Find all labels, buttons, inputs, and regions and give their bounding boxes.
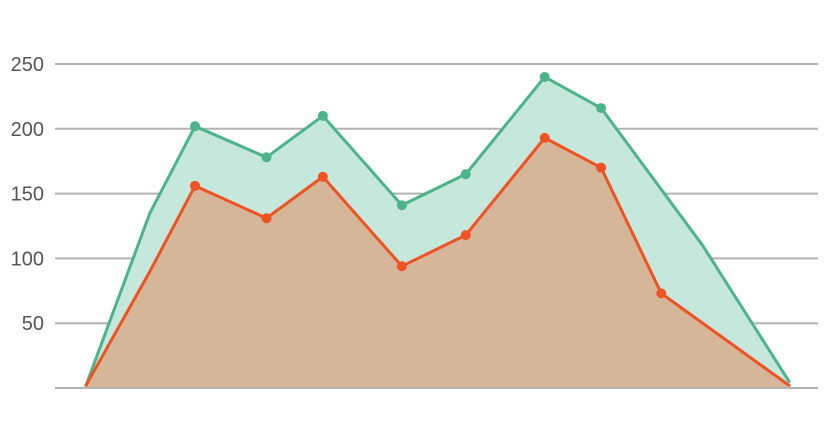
series-2-point-4 — [317, 171, 328, 182]
y-tick-label-100: 100 — [11, 248, 44, 270]
series-2-point-9 — [656, 288, 667, 299]
series-1-point-3 — [261, 152, 272, 163]
y-tick-label-250: 250 — [11, 54, 44, 76]
series-2-point-2 — [190, 180, 201, 191]
y-axis-tick-labels: 50 100 150 200 250 — [11, 54, 44, 335]
y-tick-label-200: 200 — [11, 119, 44, 141]
series-2-point-5 — [396, 261, 407, 272]
series-markers — [190, 71, 667, 299]
series-2-point-6 — [460, 230, 471, 241]
series-1-point-8 — [596, 103, 607, 114]
series-1-point-5 — [396, 200, 407, 211]
series-1-point-4 — [317, 110, 328, 121]
y-tick-label-50: 50 — [22, 313, 44, 335]
series-1-point-6 — [460, 169, 471, 180]
series-1-point-7 — [539, 71, 550, 82]
series-areas — [86, 76, 790, 389]
series-2-area — [86, 137, 790, 388]
y-tick-label-150: 150 — [11, 184, 44, 206]
series-1-point-2 — [190, 121, 201, 132]
series-2-point-8 — [596, 162, 607, 173]
series-2-point-7 — [539, 132, 550, 143]
series-2-point-3 — [261, 213, 272, 224]
